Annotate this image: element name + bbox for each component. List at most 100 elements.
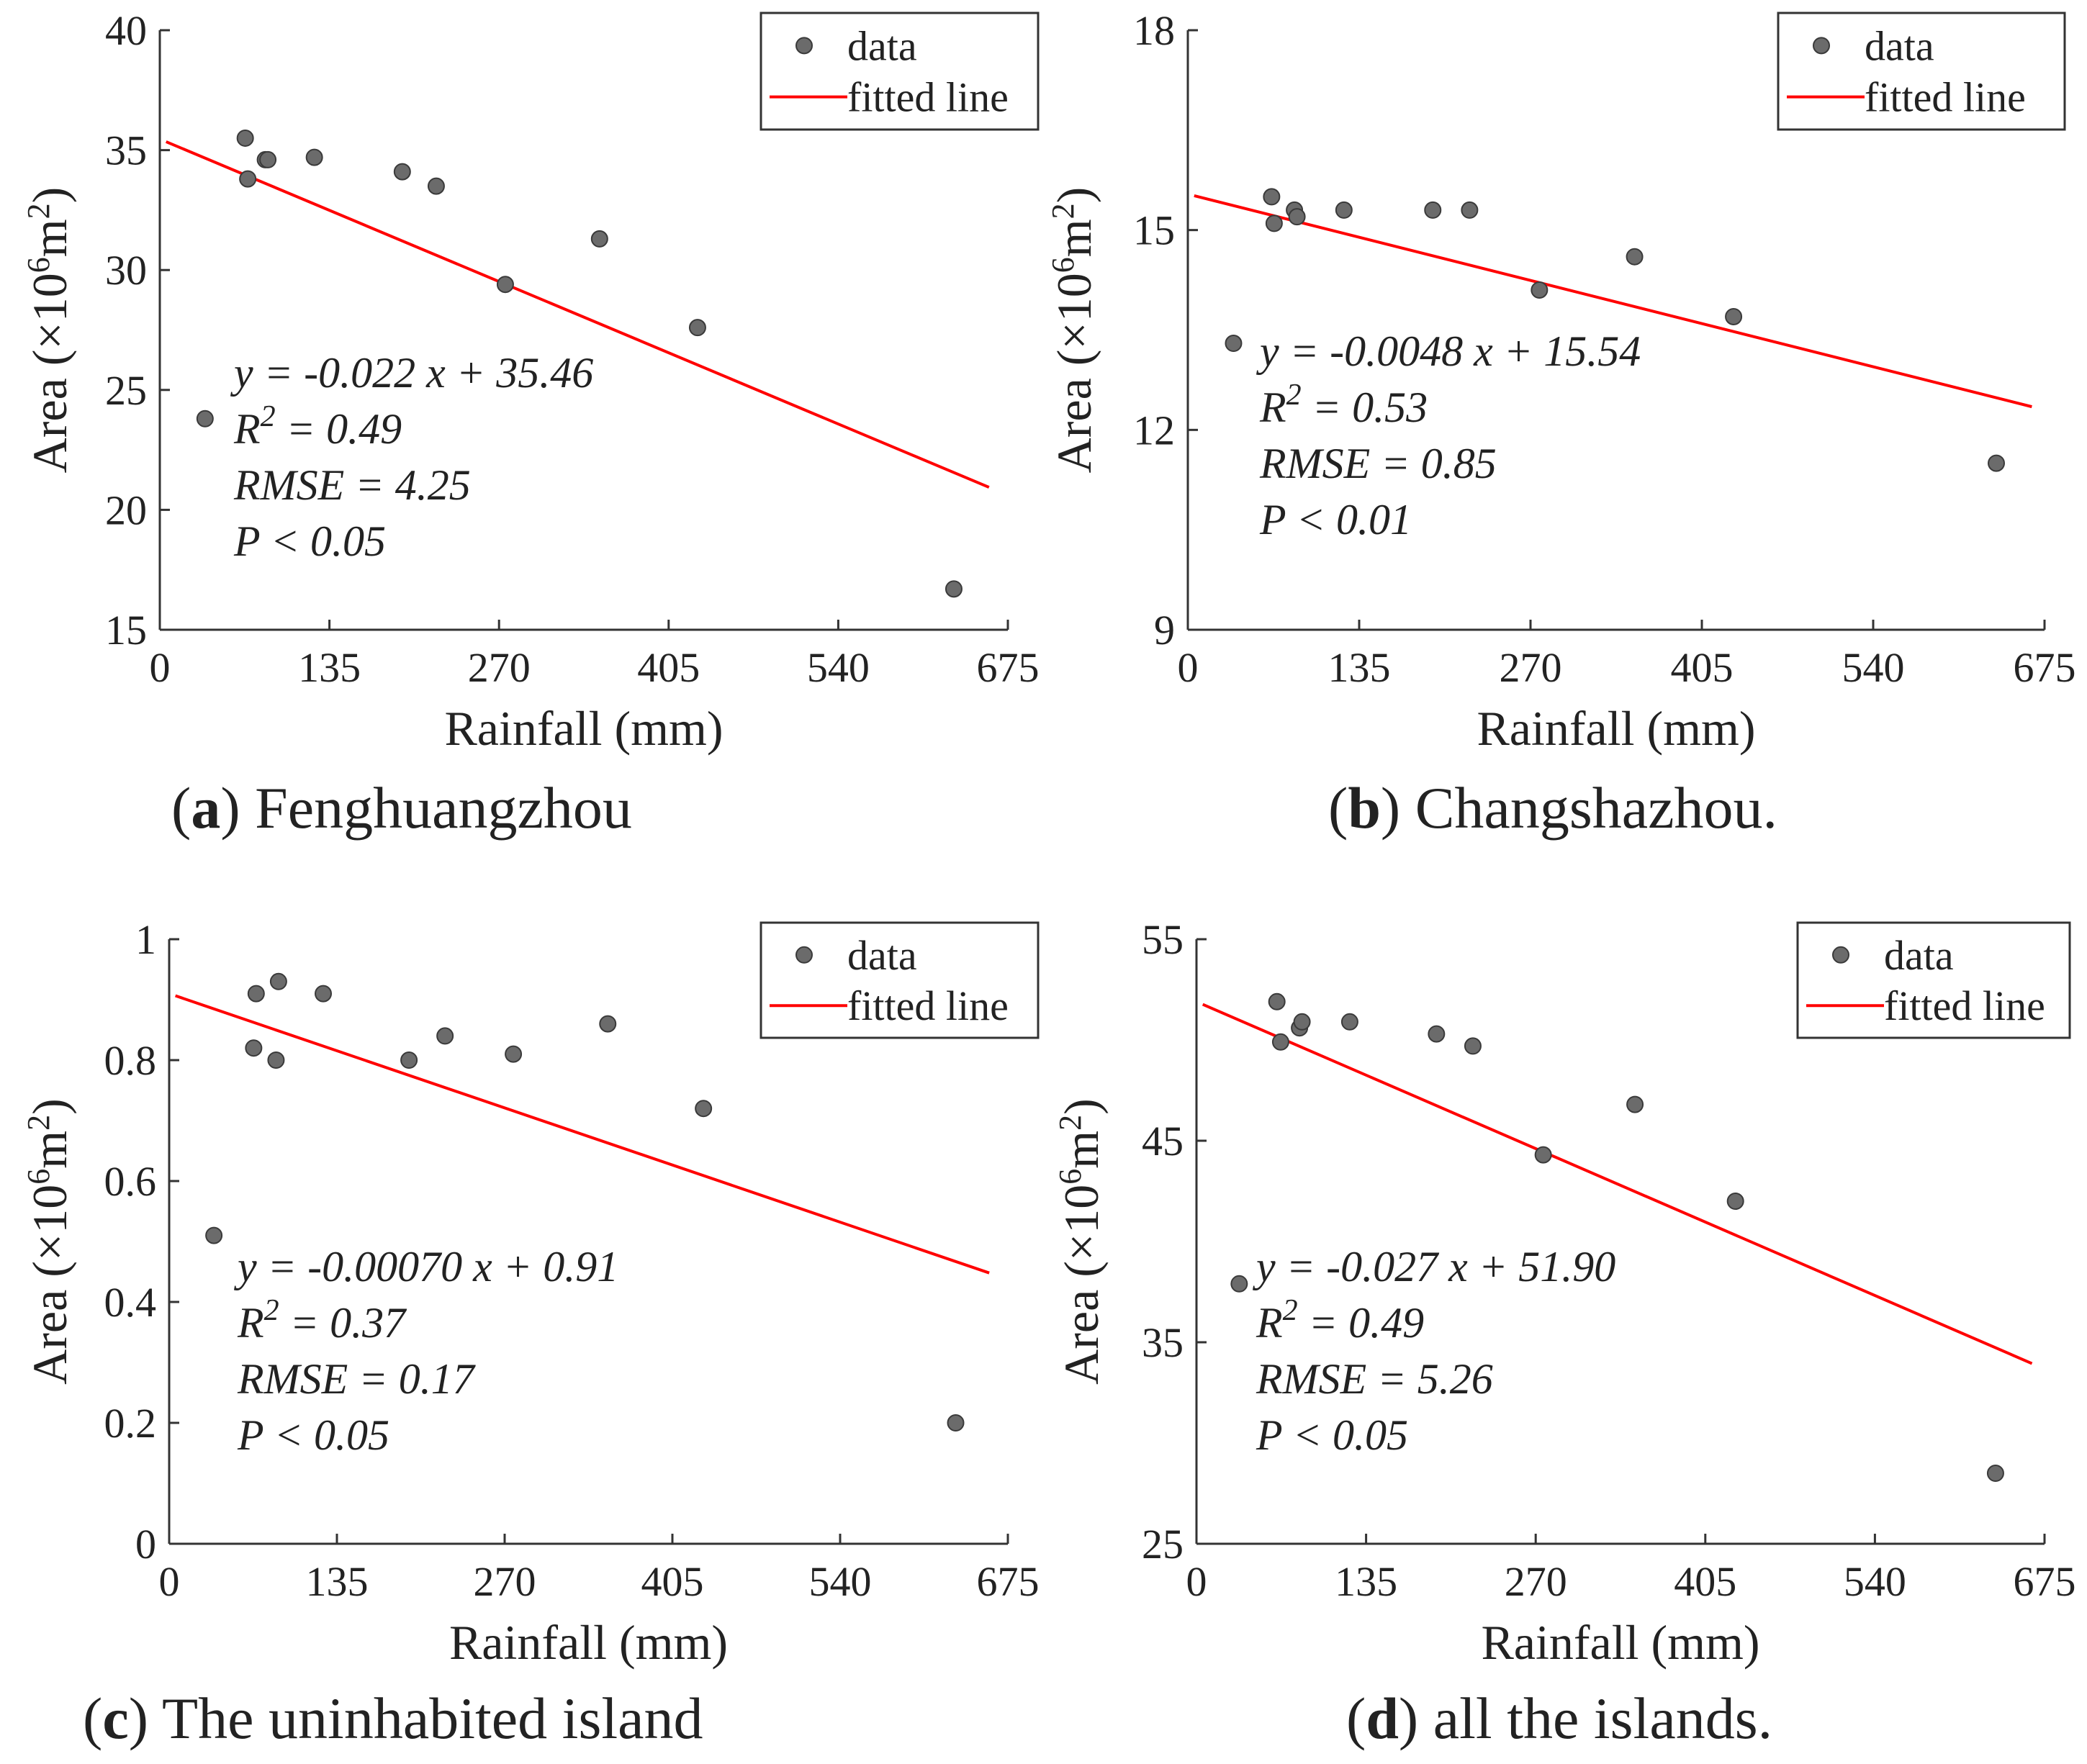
panel-caption: (b) Changshazhou. xyxy=(1328,775,1777,841)
data-point xyxy=(205,1226,223,1244)
x-tick-label: 135 xyxy=(1335,1558,1397,1605)
data-point xyxy=(1335,201,1353,219)
panel-a: 0 135 270 405 540 675 15 20 25 30 35 40 Rainfall (mm… xyxy=(21,7,1040,841)
rmse-text: RMSE = 0.85 xyxy=(1259,440,1497,487)
caption-text: all the islands. xyxy=(1418,1686,1772,1751)
equation-text: y = -0.027 x + 51.90 xyxy=(1252,1243,1615,1290)
panel-d: 0 135 270 405 540 675 25 35 45 55 Rainfall (mm) Are… xyxy=(1052,916,2076,1751)
caption-close: ) xyxy=(1381,775,1400,841)
x-tick-label: 270 xyxy=(1505,1558,1567,1605)
p-value-text: P < 0.05 xyxy=(237,1411,389,1459)
y-label-suffix: ) xyxy=(22,187,77,204)
r2-value: = 0.53 xyxy=(1302,384,1428,431)
x-tick-label: 405 xyxy=(641,1558,704,1605)
y-label-sup: 6 xyxy=(1045,257,1081,273)
data-point xyxy=(1271,1033,1289,1051)
y-label-sup: 6 xyxy=(21,1169,56,1185)
y-tick-label: 15 xyxy=(105,607,147,653)
y-label-suffix: ) xyxy=(1054,1098,1109,1115)
x-tick-label: 405 xyxy=(637,644,700,691)
y-axis-label: Area (×106m2) xyxy=(1045,187,1101,474)
caption-open: ( xyxy=(1346,1686,1366,1751)
x-tick-label: 0 xyxy=(159,1558,180,1605)
x-tick-label: 540 xyxy=(807,644,870,691)
x-tick-label: 135 xyxy=(298,644,361,691)
data-point xyxy=(269,972,287,990)
data-point xyxy=(1428,1025,1446,1043)
legend-box xyxy=(759,12,1040,131)
data-point xyxy=(688,319,706,337)
data-point xyxy=(496,276,514,294)
y-label-unit: m xyxy=(22,219,77,257)
data-point xyxy=(247,985,265,1003)
y-tick-label: 0.8 xyxy=(104,1037,157,1084)
y-label-sup: 2 xyxy=(1045,203,1081,219)
data-point xyxy=(1626,1095,1644,1113)
data-point xyxy=(436,1027,454,1045)
y-tick-label: 45 xyxy=(1142,1118,1184,1164)
legend-box xyxy=(1796,921,2071,1039)
data-point xyxy=(1225,335,1243,353)
equation-text: y = -0.00070 x + 0.91 xyxy=(233,1243,618,1290)
data-point xyxy=(1725,307,1743,325)
r2-superscript: 2 xyxy=(261,400,276,433)
p-value-text: P < 0.01 xyxy=(1259,496,1412,543)
y-label-suffix: ) xyxy=(1047,187,1101,204)
legend-fit-label: fitted line xyxy=(847,74,1009,121)
caption-open: ( xyxy=(1328,775,1348,841)
data-point xyxy=(259,150,277,168)
r2-symbol: R xyxy=(233,405,261,453)
legend-box xyxy=(759,921,1040,1039)
x-axis-label: Rainfall (mm) xyxy=(1477,701,1755,756)
x-tick-label: 540 xyxy=(1844,1558,1906,1605)
y-label-prefix: Area (×10 xyxy=(1054,1185,1109,1385)
data-point xyxy=(1626,248,1644,266)
rmse-text: RMSE = 0.17 xyxy=(237,1355,477,1403)
data-point xyxy=(239,170,257,188)
y-label-prefix: Area (×10 xyxy=(22,273,77,473)
r2-superscript: 2 xyxy=(264,1294,279,1327)
p-value-text: P < 0.05 xyxy=(233,517,386,565)
data-point xyxy=(305,148,323,166)
caption-close: ) xyxy=(220,775,240,841)
x-tick-label: 0 xyxy=(1178,644,1199,691)
caption-letter: a xyxy=(191,775,220,841)
rmse-text: RMSE = 4.25 xyxy=(233,461,471,509)
y-tick-label: 1 xyxy=(135,916,156,963)
panel-b: 0 135 270 405 540 675 9 12 15 18 Rainfall (mm) Area… xyxy=(1045,7,2076,841)
rmse-text: RMSE = 5.26 xyxy=(1256,1355,1493,1403)
y-tick-label: 15 xyxy=(1133,207,1175,254)
x-tick-label: 270 xyxy=(468,644,531,691)
r2-value: = 0.49 xyxy=(1298,1299,1425,1347)
r2-text: R2 = 0.49 xyxy=(233,400,402,453)
data-point xyxy=(1464,1037,1482,1055)
y-tick-label: 0.4 xyxy=(104,1279,157,1326)
y-tick-label: 12 xyxy=(1133,407,1175,453)
legend-data-label: data xyxy=(847,932,917,979)
x-tick-label: 270 xyxy=(474,1558,536,1605)
x-tick-label: 675 xyxy=(977,1558,1040,1605)
x-tick-label: 540 xyxy=(1842,644,1905,691)
caption-letter: b xyxy=(1348,775,1381,841)
y-tick-label: 0.6 xyxy=(104,1158,157,1205)
y-tick-label: 25 xyxy=(105,367,147,414)
legend-data-marker xyxy=(795,946,813,964)
data-point xyxy=(505,1045,523,1063)
r2-text: R2 = 0.37 xyxy=(237,1294,407,1347)
y-tick-label: 18 xyxy=(1133,7,1175,54)
y-tick-label: 35 xyxy=(1142,1319,1184,1366)
x-tick-label: 0 xyxy=(150,644,171,691)
x-tick-label: 675 xyxy=(2014,1558,2076,1605)
y-tick-label: 20 xyxy=(105,487,147,533)
caption-text: The uninhabited island xyxy=(148,1686,703,1751)
fitted-line xyxy=(1202,1003,2033,1365)
r2-symbol: R xyxy=(1259,384,1286,431)
data-point xyxy=(400,1051,418,1069)
legend-fit-label: fitted line xyxy=(847,982,1009,1029)
legend-data-label: data xyxy=(1884,932,1954,979)
data-point xyxy=(1268,992,1286,1010)
